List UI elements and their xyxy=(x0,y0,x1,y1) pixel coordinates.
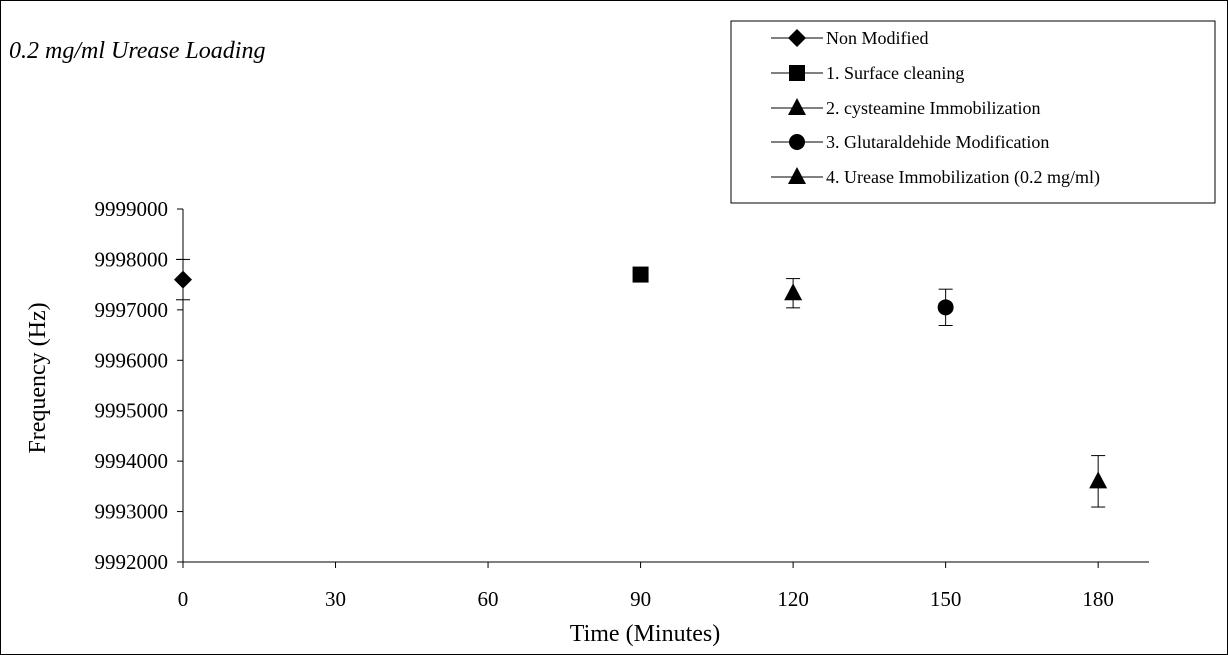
y-tick-label: 9994000 xyxy=(95,449,169,473)
x-tick-label: 60 xyxy=(478,587,499,611)
x-ticks: 0 30 60 90 120 150 180 xyxy=(178,562,1114,611)
legend-triangle-marker xyxy=(788,98,806,115)
triangle-marker xyxy=(1089,471,1108,489)
x-tick-label: 30 xyxy=(325,587,346,611)
square-marker xyxy=(632,266,649,283)
legend-triangle-marker xyxy=(788,167,806,184)
diamond-marker xyxy=(174,270,192,289)
legend-item-3: 2. cysteamine Immobilization xyxy=(771,98,1040,118)
x-tick-label: 120 xyxy=(777,587,809,611)
series-1-point xyxy=(174,258,192,301)
legend-label: 1. Surface cleaning xyxy=(826,63,964,83)
legend-circle-marker xyxy=(789,134,805,150)
circle-marker xyxy=(937,299,954,316)
y-tick-label: 9992000 xyxy=(95,550,169,574)
legend-item-2: 1. Surface cleaning xyxy=(771,63,964,83)
legend-item-5: 4. Urease Immobilization (0.2 mg/ml) xyxy=(771,167,1100,188)
y-tick-label: 9999000 xyxy=(95,197,169,221)
x-tick-label: 150 xyxy=(930,587,962,611)
series-4-point xyxy=(937,288,954,326)
y-ticks: 9992000 9993000 9994000 9995000 9996000 99970… xyxy=(95,197,183,574)
legend-square-marker xyxy=(789,65,805,81)
legend-label: 4. Urease Immobilization (0.2 mg/ml) xyxy=(826,167,1100,188)
legend-diamond-marker xyxy=(788,29,806,47)
x-axis-title: Time (Minutes) xyxy=(570,621,720,647)
x-tick-label: 90 xyxy=(630,587,651,611)
legend-label: Non Modified xyxy=(826,28,929,48)
y-tick-label: 9993000 xyxy=(95,500,169,524)
series-3-point xyxy=(784,278,803,309)
legend-label: 2. cysteamine Immobilization xyxy=(826,98,1040,118)
axes xyxy=(182,209,1149,563)
y-tick-label: 9998000 xyxy=(95,247,169,271)
data-points xyxy=(174,258,1108,508)
triangle-marker xyxy=(784,283,803,301)
chart-title: 0.2 mg/ml Urease Loading xyxy=(9,38,265,64)
y-tick-label: 9995000 xyxy=(95,399,169,423)
legend-item-4: 3. Glutaraldehide Modification xyxy=(771,132,1049,152)
series-5-point xyxy=(1089,455,1108,508)
legend-box xyxy=(730,20,1216,204)
series-2-point xyxy=(632,266,649,283)
legend-item-1: Non Modified xyxy=(771,28,929,48)
legend: Non Modified 1. Surface cleaning 2. cystea… xyxy=(730,20,1216,204)
x-tick-label: 0 xyxy=(178,587,189,611)
y-tick-label: 9996000 xyxy=(95,348,169,372)
y-tick-label: 9997000 xyxy=(95,298,169,322)
y-axis-title: Frequency (Hz) xyxy=(25,302,51,453)
legend-label: 3. Glutaraldehide Modification xyxy=(826,132,1049,152)
x-tick-label: 180 xyxy=(1082,587,1114,611)
